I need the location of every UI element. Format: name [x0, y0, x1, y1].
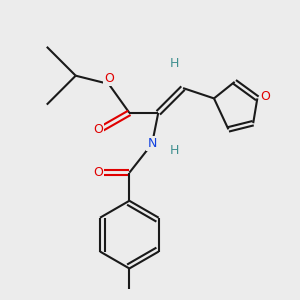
Text: O: O [261, 90, 271, 103]
Text: O: O [94, 123, 103, 136]
Text: O: O [94, 166, 103, 179]
Text: N: N [147, 137, 157, 150]
Text: H: H [170, 143, 179, 157]
Text: H: H [170, 57, 179, 70]
Text: O: O [104, 73, 114, 85]
